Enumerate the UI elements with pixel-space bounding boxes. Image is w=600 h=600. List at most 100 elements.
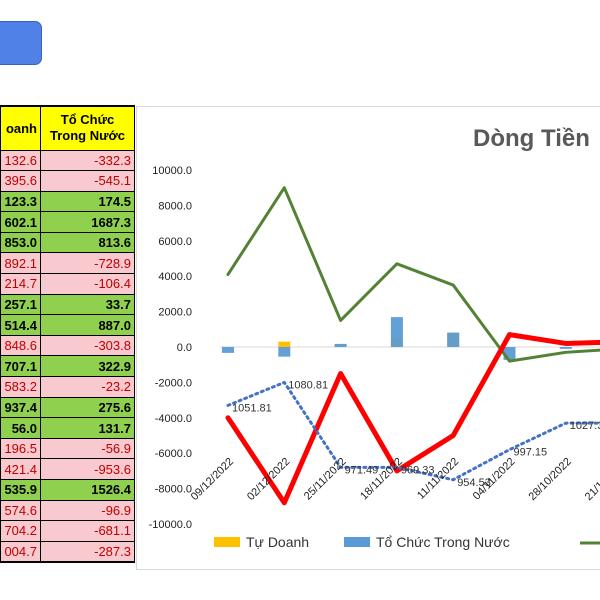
cell-to-chuc[interactable]: -287.3	[40, 540, 135, 563]
cell-to-chuc[interactable]: 131.7	[40, 417, 135, 439]
x-tick-label: 21/10/2022	[583, 456, 600, 503]
table-row: 535.9 1526.4	[0, 479, 135, 501]
data-label: 1080.81	[288, 379, 328, 391]
cell-to-chuc[interactable]: 1526.4	[40, 479, 135, 501]
data-label: 997.15	[514, 447, 548, 459]
y-tick-label: 8000.0	[158, 200, 192, 212]
cell-to-chuc[interactable]: -106.4	[40, 273, 135, 295]
cell-to-chuc[interactable]: -545.1	[40, 170, 135, 192]
data-label: 971.49	[345, 464, 379, 476]
cell-tu-doanh[interactable]: 004.7	[0, 540, 41, 563]
cell-to-chuc[interactable]: -728.9	[40, 252, 135, 275]
cell-tu-doanh[interactable]: 196.5	[0, 437, 41, 460]
cell-to-chuc[interactable]: -23.2	[40, 376, 135, 398]
x-tick-label: 18/11/2022	[358, 456, 405, 503]
cell-to-chuc[interactable]: -681.1	[40, 520, 135, 542]
cell-tu-doanh[interactable]: 123.3	[0, 190, 41, 213]
data-table: oanh Tổ Chức Trong Nước 132.6 -332.3 395.6…	[0, 105, 135, 563]
bar-to-chuc	[334, 343, 347, 347]
legend-swatch-tu-doanh	[214, 537, 240, 547]
cell-tu-doanh[interactable]: 704.2	[0, 520, 41, 542]
cell-tu-doanh[interactable]: 574.6	[0, 499, 41, 522]
cell-tu-doanh[interactable]: 395.6	[0, 170, 41, 192]
bar-to-chuc	[447, 332, 460, 347]
cell-to-chuc[interactable]: 174.5	[40, 190, 135, 213]
y-tick-label: 10000.0	[152, 165, 192, 177]
y-tick-label: 2000.0	[158, 307, 192, 319]
table-row: 937.4 275.6	[0, 396, 135, 419]
red-line	[225, 332, 600, 506]
cell-to-chuc[interactable]: 1687.3	[40, 211, 135, 233]
table-row: 704.2 -681.1	[0, 520, 135, 542]
cell-tu-doanh[interactable]: 421.4	[0, 458, 41, 480]
cell-to-chuc[interactable]: -56.9	[40, 437, 135, 460]
cell-to-chuc[interactable]: 322.9	[40, 355, 135, 378]
y-tick-label: 4000.0	[158, 271, 192, 283]
cell-to-chuc[interactable]: -96.9	[40, 499, 135, 522]
table-row: 892.1 -728.9	[0, 252, 135, 275]
cell-tu-doanh[interactable]: 56.0	[0, 417, 41, 439]
table-row: 583.2 -23.2	[0, 376, 135, 398]
legend-swatch-to-chuc	[344, 537, 370, 547]
cell-to-chuc[interactable]: 33.7	[40, 293, 135, 316]
chart-title: Dòng Tiền	[473, 125, 590, 152]
x-tick-label: 28/10/2022	[527, 456, 574, 503]
cell-tu-doanh[interactable]: 535.9	[0, 479, 41, 501]
legend-label-to-chuc: Tổ Chức Trong Nước	[376, 534, 510, 550]
data-label: 954.53	[457, 477, 491, 489]
y-tick-label: -2000.0	[155, 377, 192, 389]
table-row: 56.0 131.7	[0, 417, 135, 439]
cell-tu-doanh[interactable]: 892.1	[0, 252, 41, 275]
bar-to-chuc	[278, 347, 291, 357]
cell-to-chuc[interactable]: 275.6	[40, 396, 135, 419]
table-row: 257.1 33.7	[0, 293, 135, 316]
y-tick-label: -10000.0	[149, 519, 192, 531]
bar-tu-doanh	[278, 341, 291, 347]
table-row: 602.1 1687.3	[0, 211, 135, 233]
table-row: 853.0 813.6	[0, 231, 135, 254]
cell-to-chuc[interactable]: 813.6	[40, 231, 135, 254]
cell-tu-doanh[interactable]: 583.2	[0, 376, 41, 398]
cell-tu-doanh[interactable]: 214.7	[0, 273, 41, 295]
y-tick-label: -4000.0	[155, 413, 192, 425]
header-tu-doanh[interactable]: oanh	[0, 106, 41, 151]
data-label: 1027.39	[570, 420, 600, 432]
cell-to-chuc[interactable]: -332.3	[40, 149, 135, 172]
x-tick-label: 25/11/2022	[302, 456, 349, 503]
table-row: 707.1 322.9	[0, 355, 135, 378]
bar-to-chuc	[222, 347, 234, 353]
y-tick-label: 6000.0	[158, 236, 192, 248]
y-tick-label: -8000.0	[155, 484, 192, 496]
cell-to-chuc[interactable]: -303.8	[40, 334, 135, 357]
bar-to-chuc	[390, 317, 403, 347]
cell-to-chuc[interactable]: 887.0	[40, 314, 135, 336]
table-row: 421.4 -953.6	[0, 458, 135, 480]
y-tick-label: -6000.0	[155, 448, 192, 460]
table-row: 574.6 -96.9	[0, 499, 135, 522]
cell-tu-doanh[interactable]: 514.4	[0, 314, 41, 336]
dotted-line	[226, 380, 600, 482]
green-line	[226, 186, 600, 363]
flow-chart[interactable]: Dòng Tiền 10000.0 8000.0 6000.0 4000.0 2000.0…	[136, 106, 600, 568]
cell-tu-doanh[interactable]: 853.0	[0, 231, 41, 254]
table-row: 132.6 -332.3	[0, 149, 135, 172]
table-row: 514.4 887.0	[0, 314, 135, 336]
x-tick-label: 09/12/2022	[189, 456, 236, 503]
cell-tu-doanh[interactable]: 602.1	[0, 211, 41, 233]
cell-tu-doanh[interactable]: 848.6	[0, 334, 41, 357]
table-row: 004.7 -287.3	[0, 540, 135, 563]
header-to-chuc-trong-nuoc[interactable]: Tổ Chức Trong Nước	[40, 106, 135, 151]
table-row: 196.5 -56.9	[0, 437, 135, 460]
y-tick-label: 0.0	[177, 342, 192, 354]
cell-tu-doanh[interactable]: 707.1	[0, 355, 41, 378]
cell-tu-doanh[interactable]: 132.6	[0, 149, 41, 172]
legend-label-tu-doanh: Tự Doanh	[246, 534, 309, 550]
blue-shape-button[interactable]	[0, 21, 42, 65]
bar-to-chuc	[559, 347, 572, 349]
table-row: 214.7 -106.4	[0, 273, 135, 295]
cell-tu-doanh[interactable]: 937.4	[0, 396, 41, 419]
table-row: 848.6 -303.8	[0, 334, 135, 357]
cell-to-chuc[interactable]: -953.6	[40, 458, 135, 480]
data-label: 1051.81	[232, 402, 272, 414]
cell-tu-doanh[interactable]: 257.1	[0, 293, 41, 316]
